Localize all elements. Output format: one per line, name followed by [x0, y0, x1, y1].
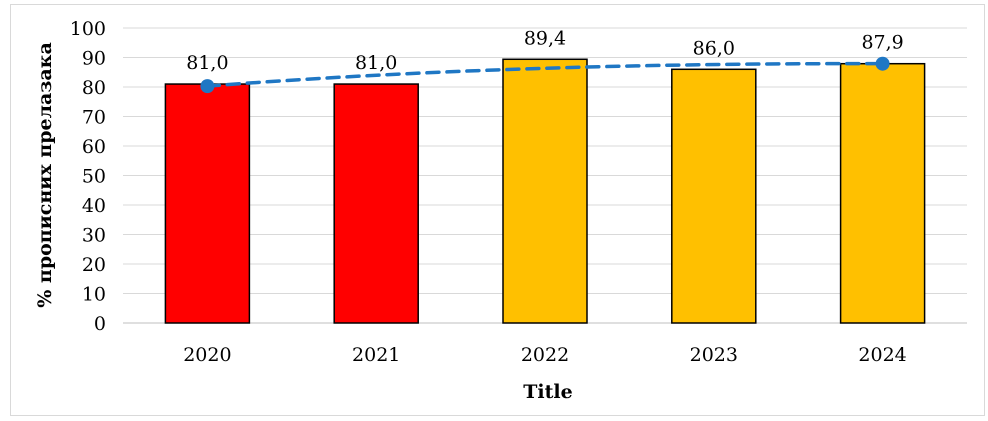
y-tick-label: 70	[82, 107, 106, 129]
x-tick-label: 2021	[352, 344, 400, 366]
bar-2020	[164, 83, 251, 324]
data-label: 89,4	[524, 27, 566, 49]
data-label: 87,9	[861, 32, 903, 54]
x-tick-label: 2024	[858, 344, 906, 366]
bars	[164, 58, 926, 324]
bar-2024	[839, 62, 926, 324]
trendline-marker-2024	[875, 56, 890, 71]
y-tick-label: 0	[94, 313, 106, 335]
y-tick-label: 20	[82, 254, 106, 276]
x-tick-label: 2022	[521, 344, 569, 366]
y-tick-label: 10	[82, 284, 106, 306]
bar-2023	[671, 68, 757, 324]
x-axis-title: Title	[523, 381, 572, 403]
data-labels: 81,0 81,0 89,4 86,0 87,9	[186, 27, 904, 74]
y-tick-label: 30	[82, 225, 106, 247]
data-label: 81,0	[355, 52, 397, 74]
y-tick-label: 90	[82, 48, 106, 70]
trendline	[200, 56, 890, 94]
y-axis-ticks: 0 10 20 30 40 50 60 70 80 90 100	[70, 18, 106, 335]
bar-2022	[502, 58, 588, 324]
x-axis-ticks: 2020 2021 2022 2023 2024	[183, 344, 907, 366]
trendline-path	[205, 61, 885, 88]
y-axis-title: % прописних прелазака	[34, 42, 56, 308]
trendline-marker-2020	[200, 79, 215, 94]
y-tick-label: 50	[82, 166, 106, 188]
bar-2021	[333, 83, 419, 324]
y-tick-label: 60	[82, 136, 106, 158]
data-label: 81,0	[186, 52, 228, 74]
x-tick-label: 2023	[690, 344, 738, 366]
x-tick-label: 2020	[183, 344, 231, 366]
y-tick-label: 100	[70, 18, 106, 40]
data-label: 86,0	[693, 37, 735, 59]
y-tick-label: 40	[82, 195, 106, 217]
y-tick-label: 80	[82, 77, 106, 99]
